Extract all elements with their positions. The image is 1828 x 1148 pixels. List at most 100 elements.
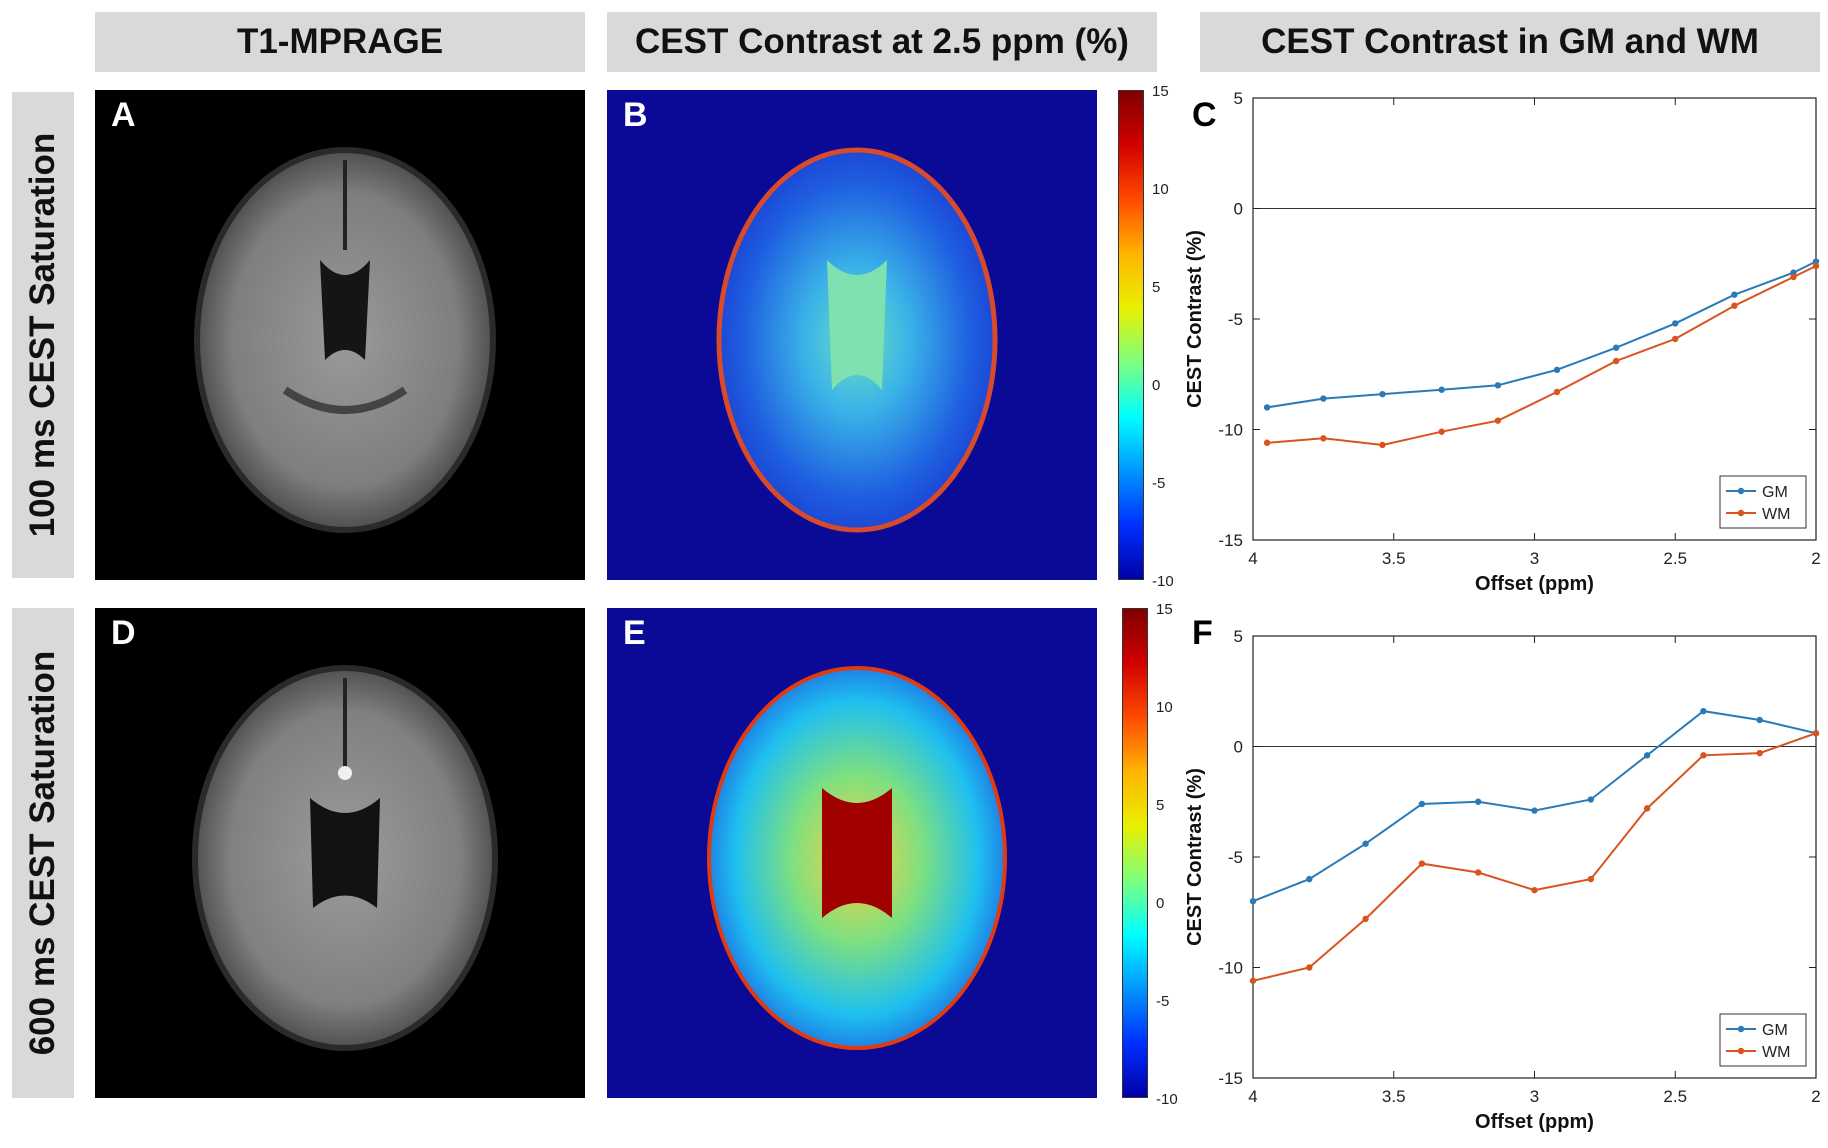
y-tick-label-f-0: 5 (1234, 627, 1243, 646)
data-point-gm-c-9 (1790, 269, 1797, 276)
data-point-gm-f-2 (1362, 840, 1369, 847)
data-point-wm-f-6 (1587, 875, 1595, 883)
data-point-gm-f-9 (1756, 716, 1763, 724)
y-tick-label-f-1: 0 (1234, 738, 1243, 757)
legend-marker-gm-c (1737, 487, 1745, 495)
panel-d-label: D (111, 614, 136, 652)
panel-a-label: A (111, 96, 136, 134)
data-point-wm-c-0 (1263, 439, 1271, 446)
panel-f-label: F (1192, 614, 1213, 652)
brain-image-a (194, 147, 496, 533)
header-cest-gm-wm: CEST Contrast in GM and WM (1200, 12, 1820, 72)
data-point-wm-c-4 (1494, 417, 1502, 424)
x-axis-label-f: Offset (ppm) (1475, 1111, 1594, 1133)
data-point-gm-c-2 (1379, 390, 1386, 398)
data-point-gm-f-5 (1531, 807, 1538, 814)
data-point-wm-c-7 (1672, 335, 1679, 343)
data-point-wm-f-9 (1756, 749, 1763, 757)
data-point-wm-f-1 (1306, 964, 1313, 971)
y-tick-label-c-4: -15 (1218, 531, 1243, 550)
data-point-wm-f-5 (1531, 886, 1538, 894)
colorbar-top-tick-10: 10 (1152, 181, 1169, 198)
legend-marker-wm-f (1737, 1047, 1745, 1055)
data-point-gm-c-8 (1731, 291, 1738, 298)
data-point-wm-f-4 (1475, 869, 1482, 876)
panel-e-label: E (623, 614, 646, 652)
legend-marker-wm-c (1737, 509, 1745, 517)
y-axis-label-f: CEST Contrast (%) (1184, 768, 1206, 946)
data-point-gm-f-0 (1249, 898, 1257, 905)
data-point-wm-c-6 (1612, 357, 1620, 365)
data-point-gm-f-4 (1475, 798, 1482, 805)
data-point-gm-f-7 (1643, 752, 1651, 759)
colorbar-bottom-tick-15: 15 (1156, 601, 1173, 618)
data-point-gm-f-6 (1587, 796, 1595, 803)
colorbar-top-tick-5: 5 (1152, 279, 1161, 296)
data-point-wm-c-3 (1438, 428, 1445, 435)
data-point-gm-c-0 (1263, 404, 1271, 411)
row-header-600ms: 600 ms CEST Saturation (12, 608, 74, 1098)
x-tick-label-c-1: 3.5 (1382, 549, 1406, 568)
data-point-wm-c-2 (1379, 441, 1386, 449)
colorbar-top-tick-neg5: -5 (1152, 475, 1166, 492)
x-tick-label-f-1: 3.5 (1382, 1087, 1406, 1106)
colorbar-bottom (1122, 608, 1148, 1098)
data-point-gm-c-6 (1612, 344, 1620, 351)
legend-box-c (1719, 475, 1807, 529)
panel-b-cest-map: B (607, 90, 1097, 580)
data-point-gm-f-8 (1700, 707, 1707, 715)
y-tick-label-f-3: -10 (1218, 959, 1243, 978)
colorbar-top-tick-neg10: -10 (1152, 573, 1174, 590)
data-point-gm-c-10 (1812, 258, 1820, 265)
y-tick-label-c-0: 5 (1234, 89, 1243, 108)
y-tick-label-f-2: -5 (1228, 848, 1243, 867)
plot-area-f (1252, 635, 1817, 1079)
header-cest-contrast-map: CEST Contrast at 2.5 ppm (%) (607, 12, 1157, 72)
y-tick-label-c-3: -10 (1218, 421, 1243, 440)
x-tick-label-f-3: 2.5 (1663, 1087, 1687, 1106)
panel-a-t1-image: A (95, 90, 585, 580)
colorbar-bottom-tick-0: 0 (1156, 895, 1165, 912)
panel-e-cest-map: E (607, 608, 1097, 1098)
colorbar-top-tick-0: 0 (1152, 377, 1161, 394)
colorbar-bottom-tick-10: 10 (1156, 699, 1173, 716)
data-point-wm-c-8 (1731, 302, 1738, 309)
data-point-wm-f-8 (1700, 752, 1707, 759)
data-point-gm-c-5 (1553, 366, 1561, 374)
legend-box-f (1719, 1013, 1807, 1067)
x-tick-label-f-0: 4 (1248, 1087, 1257, 1106)
data-point-gm-c-4 (1494, 382, 1502, 389)
cest-map-b (716, 147, 998, 533)
panel-c-label: C (1192, 96, 1217, 134)
data-point-wm-c-9 (1790, 273, 1797, 281)
x-tick-label-f-2: 3 (1530, 1087, 1539, 1106)
data-point-wm-c-5 (1553, 388, 1561, 396)
colorbar-bottom-tick-5: 5 (1156, 797, 1165, 814)
colorbar-top-tick-15: 15 (1152, 83, 1169, 100)
data-point-wm-f-2 (1362, 915, 1369, 923)
legend-label-wm-c: WM (1762, 506, 1790, 523)
data-point-wm-f-7 (1643, 805, 1651, 812)
data-point-wm-c-1 (1320, 435, 1327, 442)
legend-label-wm-f: WM (1762, 1044, 1790, 1061)
data-point-wm-f-3 (1418, 860, 1426, 867)
data-point-wm-f-10 (1812, 730, 1820, 737)
panel-b-label: B (623, 96, 648, 134)
x-tick-label-c-2: 3 (1530, 549, 1539, 568)
data-point-gm-f-3 (1418, 800, 1426, 808)
data-point-gm-c-1 (1320, 395, 1327, 402)
x-tick-label-c-3: 2.5 (1663, 549, 1687, 568)
x-tick-label-c-0: 4 (1248, 549, 1257, 568)
y-tick-label-f-4: -15 (1218, 1069, 1243, 1088)
data-point-gm-c-7 (1672, 320, 1679, 327)
y-tick-label-c-1: 0 (1234, 200, 1243, 219)
row-header-100ms: 100 ms CEST Saturation (12, 92, 74, 578)
legend-marker-gm-f (1737, 1025, 1745, 1033)
plot-area-c (1252, 97, 1817, 541)
data-point-wm-c-10 (1812, 262, 1820, 270)
data-point-gm-c-3 (1438, 386, 1445, 393)
data-point-gm-f-1 (1306, 875, 1313, 883)
x-tick-label-f-4: 2 (1811, 1087, 1820, 1106)
brain-image-d (192, 665, 498, 1051)
